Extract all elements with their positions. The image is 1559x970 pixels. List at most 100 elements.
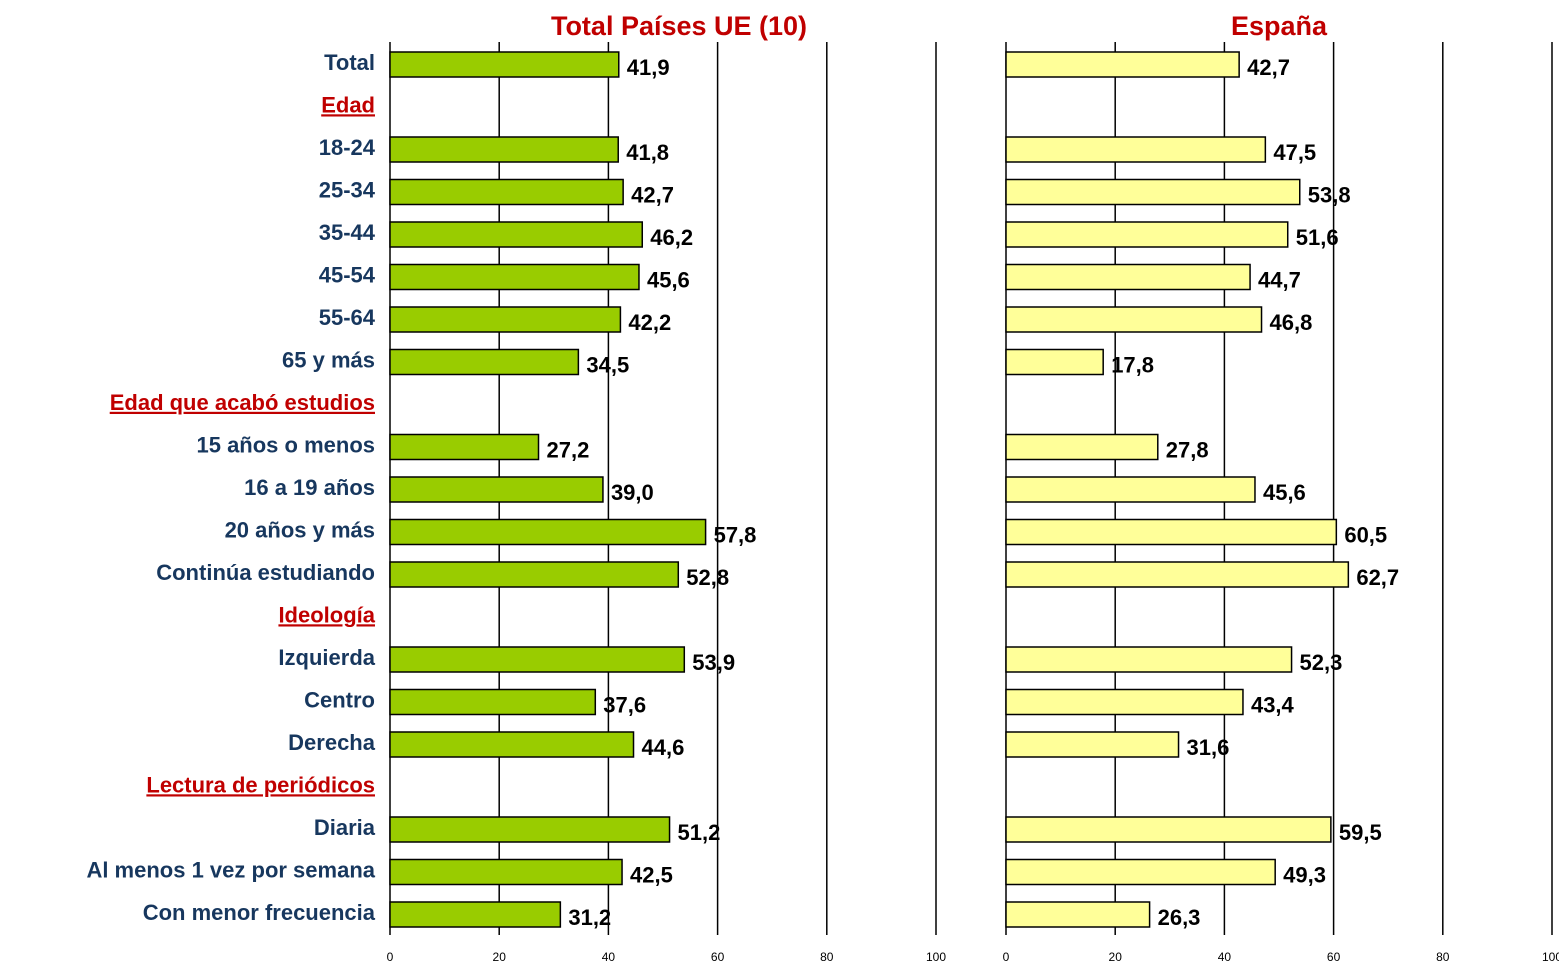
value-label: 42,7 — [631, 182, 674, 207]
value-label: 51,2 — [678, 820, 721, 845]
category-label: 35-44 — [319, 220, 376, 245]
bar — [389, 476, 604, 503]
bar — [389, 518, 707, 546]
bar — [1005, 561, 1350, 588]
bar — [1005, 816, 1332, 843]
value-label: 27,8 — [1166, 437, 1209, 462]
section-header: Edad que acabó estudios — [110, 390, 375, 415]
x-tick-label: 40 — [1218, 950, 1232, 964]
section-header: Lectura de periódicos — [146, 772, 375, 797]
category-label: 16 a 19 años — [244, 475, 375, 500]
category-label: Continúa estudiando — [156, 560, 375, 585]
bar — [389, 901, 562, 928]
category-label: Al menos 1 vez por semana — [86, 857, 375, 882]
x-tick-label: 80 — [1436, 950, 1450, 964]
x-tick-label: 100 — [926, 950, 946, 964]
value-label: 43,4 — [1251, 692, 1295, 717]
x-tick-label: 80 — [820, 950, 834, 964]
category-label: Diaria — [314, 815, 376, 840]
bar — [389, 263, 640, 291]
bar — [389, 731, 635, 758]
category-label: 55-64 — [319, 305, 376, 330]
chart-title: Total Países UE (10) — [551, 11, 807, 41]
x-tick-label: 100 — [1542, 950, 1559, 964]
bar — [389, 221, 644, 248]
category-label: Con menor frecuencia — [143, 900, 376, 925]
value-label: 37,6 — [603, 692, 646, 717]
section-header: Edad — [321, 92, 375, 117]
value-label: 53,8 — [1308, 182, 1351, 207]
bar — [389, 136, 619, 163]
category-label: 45-54 — [319, 262, 376, 287]
value-label: 45,6 — [1263, 480, 1306, 505]
value-label: 46,8 — [1270, 310, 1313, 335]
bar — [389, 306, 622, 333]
category-label: 18-24 — [319, 135, 376, 160]
bar — [1005, 688, 1244, 716]
chart-title: España — [1231, 11, 1328, 41]
bar — [1005, 263, 1251, 291]
x-tick-label: 40 — [602, 950, 616, 964]
bar — [1005, 221, 1289, 248]
bar — [1005, 858, 1276, 886]
value-label: 41,9 — [627, 55, 670, 80]
value-label: 42,7 — [1247, 55, 1290, 80]
bar — [1005, 901, 1151, 928]
value-label: 31,6 — [1187, 735, 1230, 760]
value-label: 31,2 — [568, 905, 611, 930]
bar — [1005, 731, 1180, 758]
value-label: 42,2 — [628, 310, 671, 335]
value-label: 51,6 — [1296, 225, 1339, 250]
category-label: Total — [324, 50, 375, 75]
value-label: 44,6 — [642, 735, 685, 760]
section-header: Ideología — [278, 602, 375, 627]
bar — [1005, 51, 1240, 78]
bar — [1005, 476, 1256, 503]
category-label: 25-34 — [319, 177, 376, 202]
bar — [1005, 306, 1263, 333]
category-label: Izquierda — [278, 645, 375, 670]
value-label: 17,8 — [1111, 352, 1154, 377]
value-label: 59,5 — [1339, 820, 1382, 845]
value-label: 52,8 — [686, 565, 729, 590]
x-tick-label: 60 — [711, 950, 725, 964]
category-label: 15 años o menos — [196, 432, 375, 457]
x-tick-label: 0 — [387, 950, 394, 964]
bar — [389, 646, 686, 673]
category-label: 65 y más — [282, 347, 375, 372]
value-label: 60,5 — [1344, 522, 1387, 547]
value-label: 41,8 — [626, 140, 669, 165]
bar — [389, 348, 580, 376]
value-label: 39,0 — [611, 480, 654, 505]
bar — [1005, 518, 1338, 546]
bar — [1005, 136, 1267, 163]
bar — [389, 433, 540, 461]
bar — [1005, 178, 1301, 206]
value-label: 49,3 — [1283, 862, 1326, 887]
value-label: 26,3 — [1158, 905, 1201, 930]
value-label: 46,2 — [650, 225, 693, 250]
value-label: 44,7 — [1258, 267, 1301, 292]
bar — [1005, 646, 1293, 673]
value-label: 57,8 — [714, 522, 757, 547]
bar — [389, 51, 620, 78]
bar — [389, 178, 624, 206]
value-label: 34,5 — [586, 352, 629, 377]
value-label: 62,7 — [1356, 565, 1399, 590]
bar — [389, 688, 597, 716]
category-label: Derecha — [288, 730, 376, 755]
category-label: 20 años y más — [225, 517, 375, 542]
category-label: Centro — [304, 687, 375, 712]
x-tick-label: 60 — [1327, 950, 1341, 964]
value-label: 53,9 — [692, 650, 735, 675]
bar — [1005, 348, 1104, 376]
x-tick-label: 0 — [1003, 950, 1010, 964]
x-tick-label: 20 — [493, 950, 507, 964]
bar — [389, 816, 671, 843]
x-tick-label: 20 — [1109, 950, 1123, 964]
value-label: 52,3 — [1300, 650, 1343, 675]
value-label: 27,2 — [547, 437, 590, 462]
value-label: 45,6 — [647, 267, 690, 292]
